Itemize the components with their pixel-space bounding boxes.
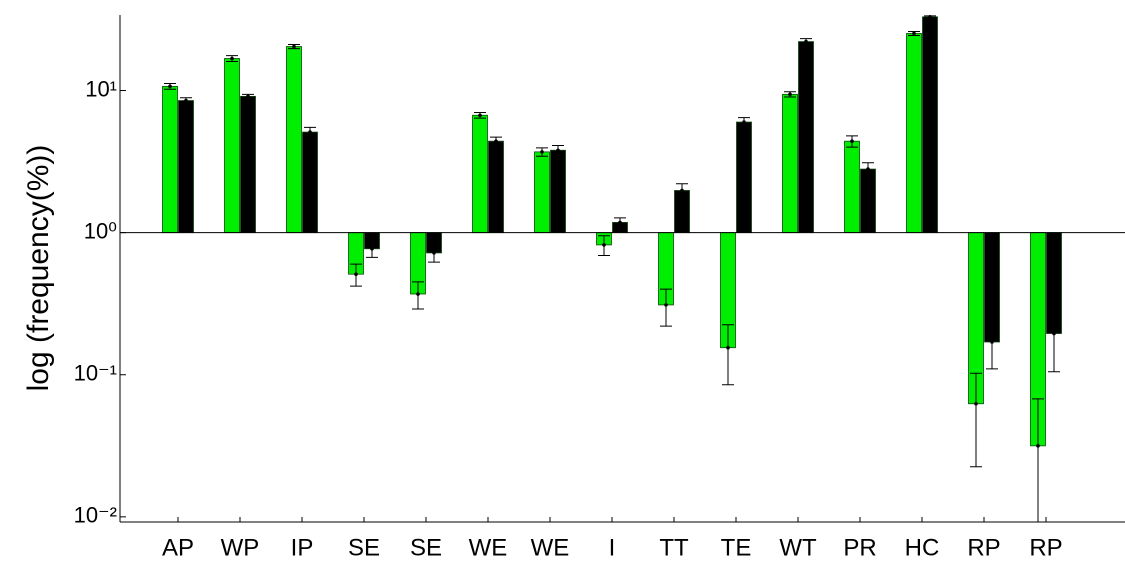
x-tick-label: I <box>609 534 616 561</box>
bar <box>302 131 318 234</box>
point <box>974 401 978 406</box>
point <box>494 139 498 143</box>
point <box>618 220 622 225</box>
point <box>416 292 420 296</box>
point <box>168 84 172 89</box>
point <box>928 15 932 19</box>
error-bar <box>660 288 672 327</box>
point <box>184 98 188 103</box>
x-tick-label: SE <box>348 534 380 561</box>
point <box>230 56 234 61</box>
x-tick-label: SE <box>410 534 442 561</box>
error-bar <box>722 324 734 386</box>
bar <box>534 151 550 234</box>
bar <box>488 140 504 234</box>
bar <box>224 58 240 234</box>
x-tick-label: RP <box>1029 534 1062 561</box>
bar <box>844 140 860 234</box>
point <box>246 94 250 99</box>
point <box>354 272 358 276</box>
bar <box>860 168 876 234</box>
point <box>804 39 808 44</box>
point <box>990 340 994 344</box>
point <box>664 303 668 307</box>
bar <box>472 114 488 234</box>
y-axis-label: log (frequency(%)) <box>22 145 55 392</box>
bar <box>178 100 194 234</box>
point <box>292 44 296 49</box>
bar <box>240 95 256 234</box>
x-tick-label: AP <box>162 534 194 561</box>
bar <box>286 46 302 234</box>
point <box>478 113 482 118</box>
bar <box>782 93 798 234</box>
point <box>432 251 436 255</box>
point <box>308 130 312 134</box>
error-bar <box>1048 309 1060 373</box>
point <box>540 150 544 154</box>
y-tick-label: 10¹ <box>85 76 117 101</box>
point <box>602 243 606 247</box>
y-tick-label: 10⁻² <box>74 503 117 528</box>
x-tick-label: WE <box>469 534 508 561</box>
error-bar <box>986 322 998 370</box>
y-tick-label: 10⁰ <box>84 218 117 243</box>
bar <box>162 85 178 234</box>
point <box>556 148 560 153</box>
point <box>1036 444 1040 448</box>
bar <box>736 121 752 234</box>
point <box>788 92 792 97</box>
point <box>1052 331 1056 336</box>
bar <box>798 41 814 234</box>
x-tick-label: WE <box>531 534 570 561</box>
point <box>742 120 746 124</box>
x-tick-label: WT <box>779 534 817 561</box>
point <box>866 167 870 171</box>
point <box>850 139 854 143</box>
x-tick-label: WP <box>221 534 260 561</box>
bar <box>550 149 566 234</box>
point <box>912 31 916 36</box>
x-tick-label: RP <box>967 534 1000 561</box>
x-tick-label: TT <box>659 534 689 561</box>
error-bar <box>1032 398 1044 522</box>
bar <box>906 33 922 234</box>
x-tick-label: IP <box>291 534 314 561</box>
error-bar <box>970 372 982 468</box>
point <box>726 345 730 350</box>
x-tick-label: TE <box>721 534 752 561</box>
bar <box>922 16 938 234</box>
point <box>680 188 684 193</box>
x-tick-label: PR <box>843 534 876 561</box>
x-tick-label: HC <box>905 534 940 561</box>
point <box>370 246 374 251</box>
y-tick-label: 10⁻¹ <box>74 361 117 386</box>
